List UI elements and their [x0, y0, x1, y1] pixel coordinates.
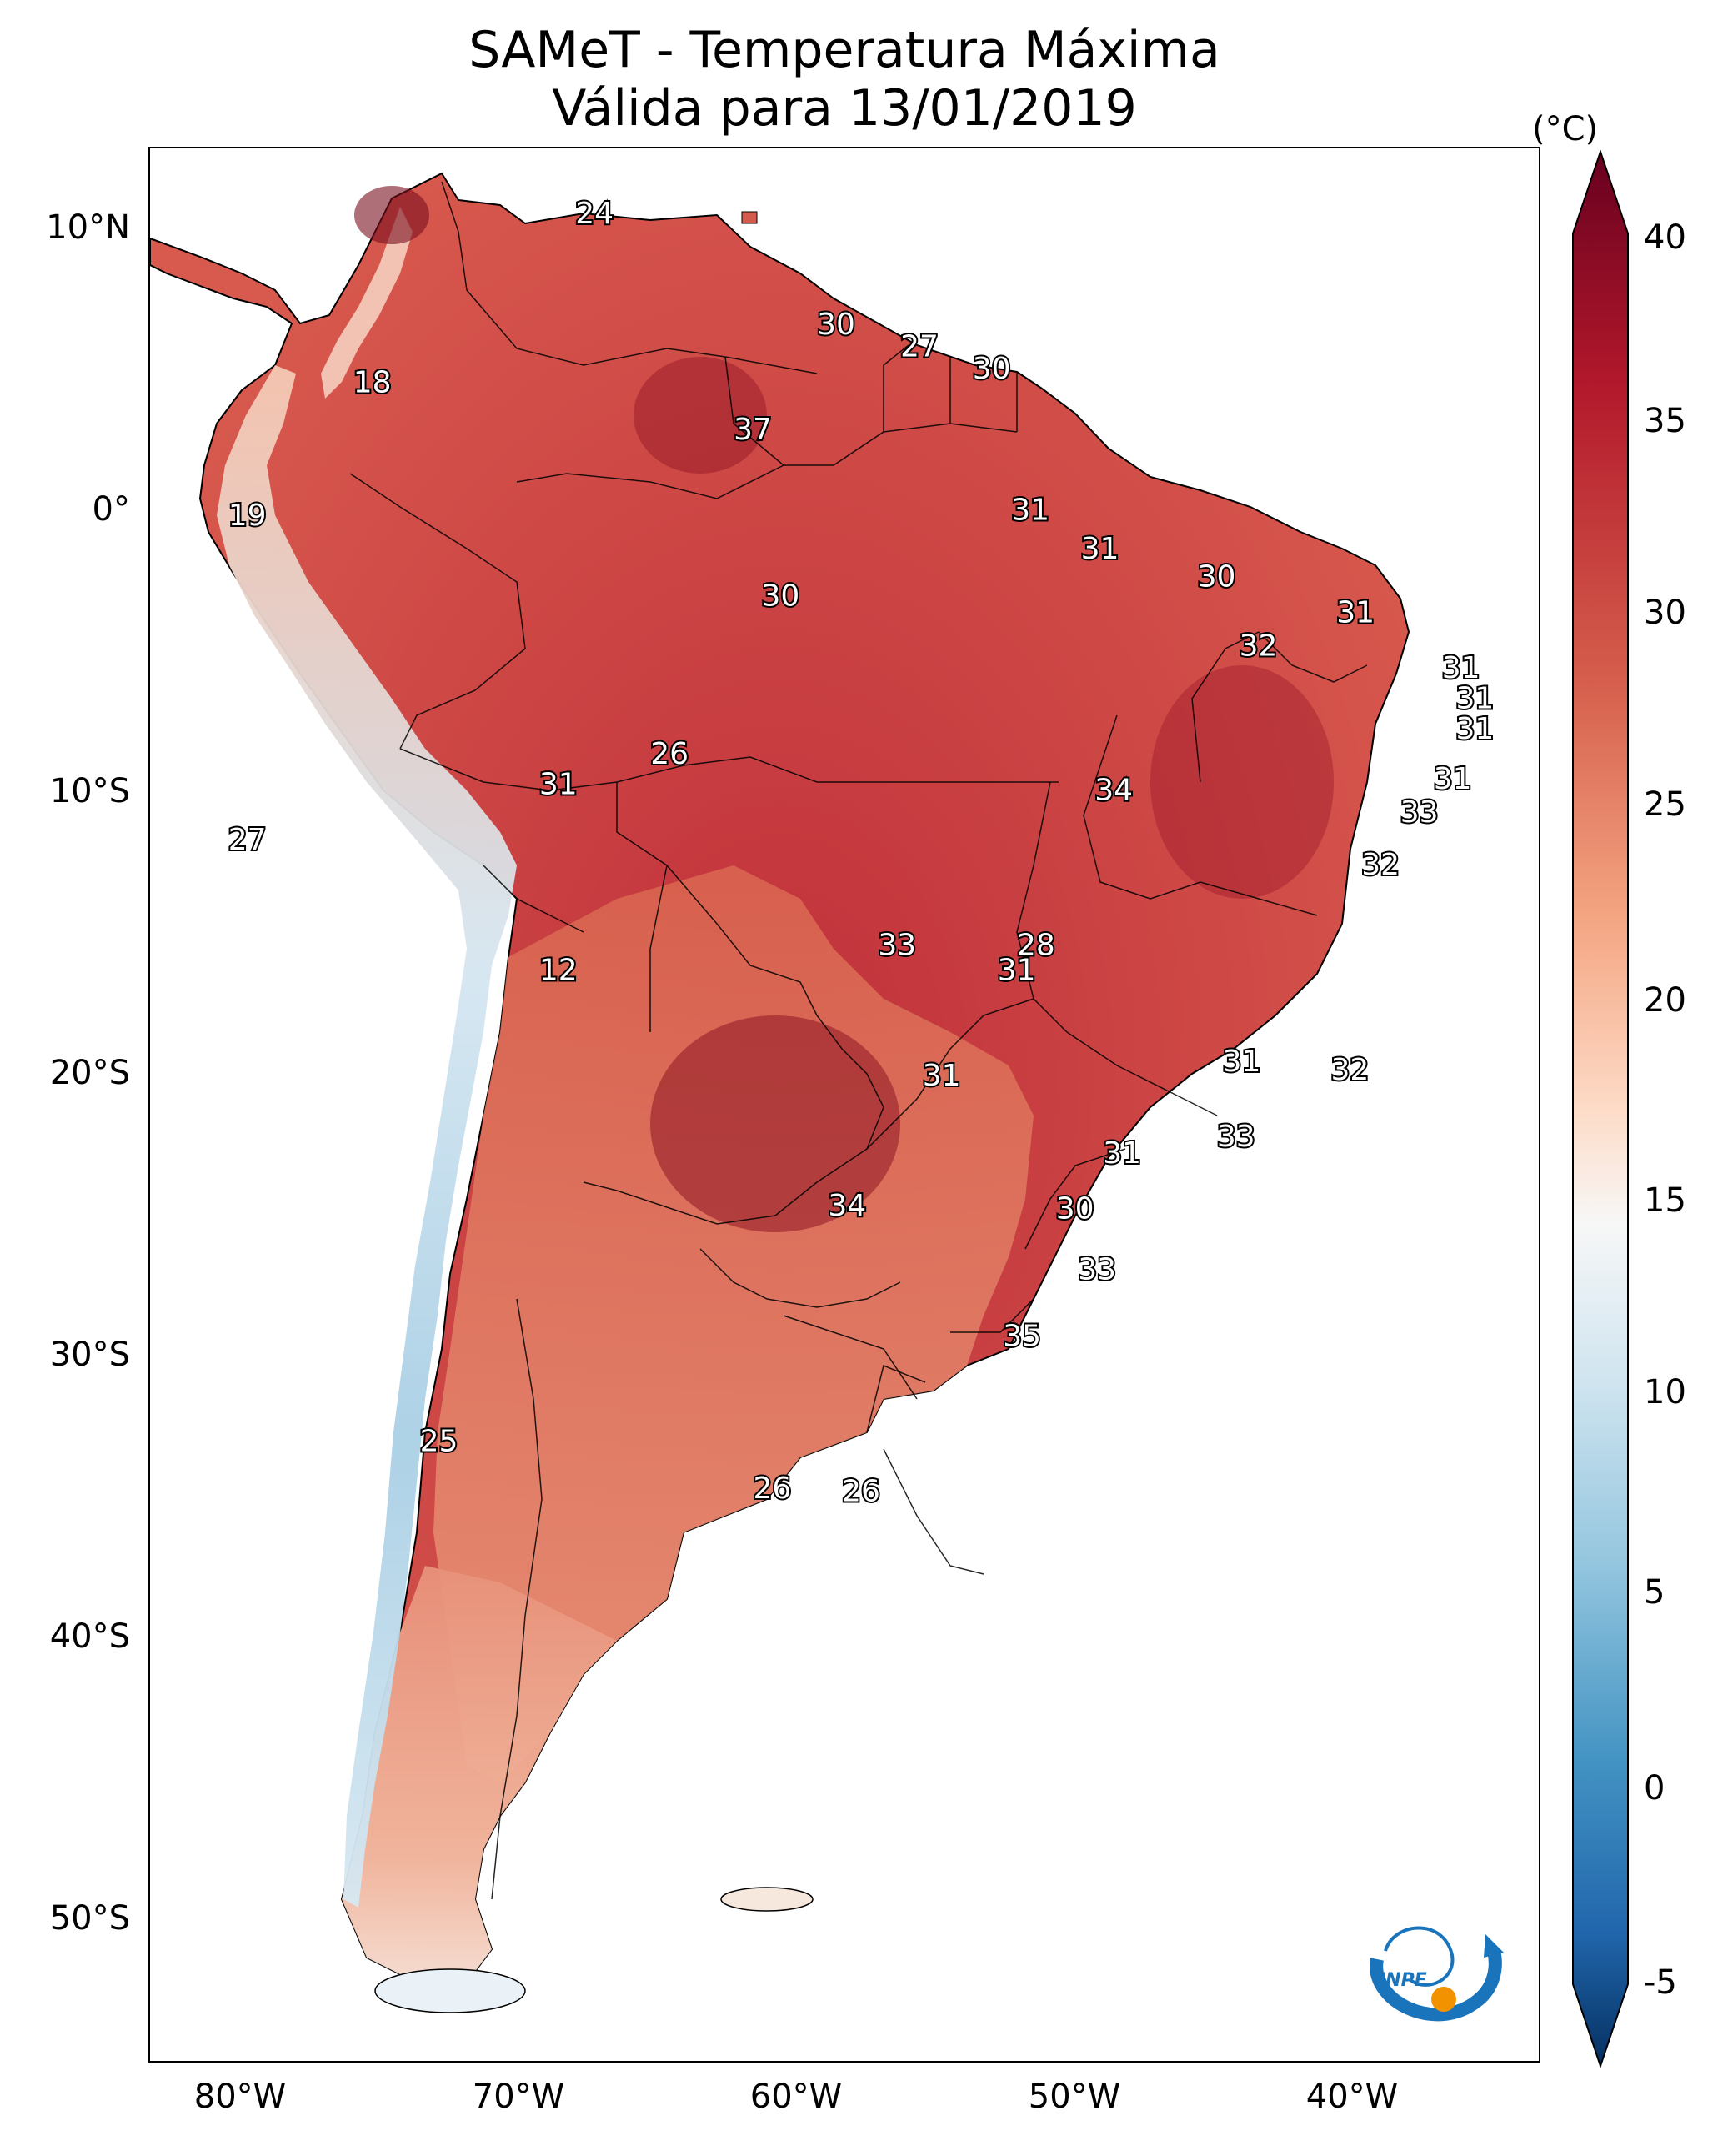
temperature-label: 12 [539, 953, 578, 987]
hot-spot-chaco [650, 1015, 900, 1232]
lon-tick-label: 80°W [193, 2078, 287, 2116]
lon-tick-label: 60°W [749, 2078, 843, 2116]
lat-tick-label: 40°S [49, 1617, 130, 1656]
colorbar-tick-label: 20 [1644, 981, 1686, 1020]
trinidad-island [741, 211, 758, 224]
colorbar [1572, 150, 1629, 2068]
colorbar-tick-label: 25 [1644, 785, 1686, 824]
temperature-label: 31 [1336, 596, 1375, 630]
lat-tick-label: 10°N [46, 208, 130, 247]
temperature-label: 31 [1081, 532, 1119, 566]
temperature-label: 31 [923, 1059, 961, 1093]
temperature-label: 31 [1442, 651, 1480, 685]
temperature-label: 32 [1330, 1053, 1369, 1087]
lat-tick-label: 30°S [49, 1336, 130, 1374]
tierra-del-fuego [374, 1968, 526, 2013]
map-panel: 24 18 19 30 27 30 37 31 31 30 30 31 32 31 31 31 26 31 31 34… [148, 147, 1540, 2063]
colorbar-tick-label: 40 [1644, 218, 1686, 257]
temperature-label: 31 [1434, 762, 1472, 796]
temperature-label: 28 [1017, 929, 1055, 963]
colorbar-tick-label: 5 [1644, 1573, 1665, 1612]
hot-spot-venezuela [354, 186, 429, 244]
temperature-label: 27 [228, 823, 267, 857]
temperature-label: 31 [1455, 712, 1494, 746]
andes-strip [217, 365, 517, 1908]
country-borders [349, 181, 1368, 1900]
hot-spot-northeast [1150, 665, 1334, 899]
temperature-label: 31 [1455, 682, 1494, 716]
temperature-label: 27 [900, 329, 939, 364]
temperature-label: 30 [1056, 1191, 1094, 1226]
lon-tick-label: 50°W [1028, 2078, 1121, 2116]
temperature-label: 18 [353, 366, 392, 400]
map-subtitle: Válida para 13/01/2019 [552, 79, 1137, 138]
colorbar-gradient [1572, 150, 1629, 2068]
colorbar-tick-label: 35 [1644, 402, 1686, 440]
temperature-label: 31 [998, 953, 1036, 987]
temperature-label: 34 [1094, 773, 1133, 807]
falkland-islands [720, 1887, 814, 1912]
temperature-label: 33 [1078, 1253, 1116, 1287]
colorbar-tick-label: 15 [1644, 1181, 1686, 1220]
patagonia-region [342, 1566, 617, 1983]
temperature-label: 26 [650, 737, 689, 771]
colorbar-tick-label: 10 [1644, 1373, 1686, 1411]
colorbar-unit: (°C) [1532, 110, 1599, 148]
temperature-label: 30 [1198, 559, 1236, 594]
hot-spot-roraima [634, 357, 767, 474]
temperature-label: 31 [1223, 1045, 1261, 1079]
map-title: SAMeT - Temperatura Máxima [468, 21, 1220, 79]
lat-tick-label: 20°S [49, 1054, 130, 1092]
temperature-label: 31 [539, 768, 578, 802]
temperature-label: 33 [878, 929, 916, 963]
inpe-logo: INPE [1370, 1926, 1504, 2022]
colorbar-tick-label: 0 [1644, 1769, 1665, 1808]
temperature-label: 24 [575, 197, 614, 231]
temperature-label: 32 [1361, 848, 1400, 882]
temperature-label: 31 [1011, 494, 1049, 528]
colorbar-tick-label: 30 [1644, 594, 1686, 632]
temperature-label: 32 [1240, 629, 1278, 663]
temperature-label: 26 [753, 1472, 791, 1506]
temperature-label: 25 [420, 1425, 458, 1459]
inpe-logo-text: INPE [1379, 1970, 1427, 1991]
temperature-label: 34 [828, 1189, 866, 1223]
lat-tick-label: 10°S [49, 772, 130, 810]
lon-tick-label: 70°W [472, 2078, 565, 2116]
temperature-label: 30 [761, 579, 799, 614]
temperature-label: 26 [842, 1474, 880, 1508]
colorbar-tick-label: -5 [1644, 1963, 1677, 2002]
lat-tick-label: 50°S [49, 1899, 130, 1938]
temperature-label: 35 [1003, 1319, 1041, 1353]
temperature-label: 30 [973, 352, 1011, 386]
temperature-label: 33 [1400, 795, 1439, 830]
temperature-label: 30 [817, 308, 855, 342]
temperature-label: 19 [228, 499, 267, 533]
lat-tick-label: 0° [92, 490, 130, 529]
colombia-highlands [321, 207, 413, 399]
temperature-label: 31 [1103, 1136, 1141, 1171]
temperature-label: 33 [1217, 1120, 1255, 1154]
lon-tick-label: 40°W [1305, 2078, 1399, 2116]
temperature-label: 37 [734, 413, 772, 447]
